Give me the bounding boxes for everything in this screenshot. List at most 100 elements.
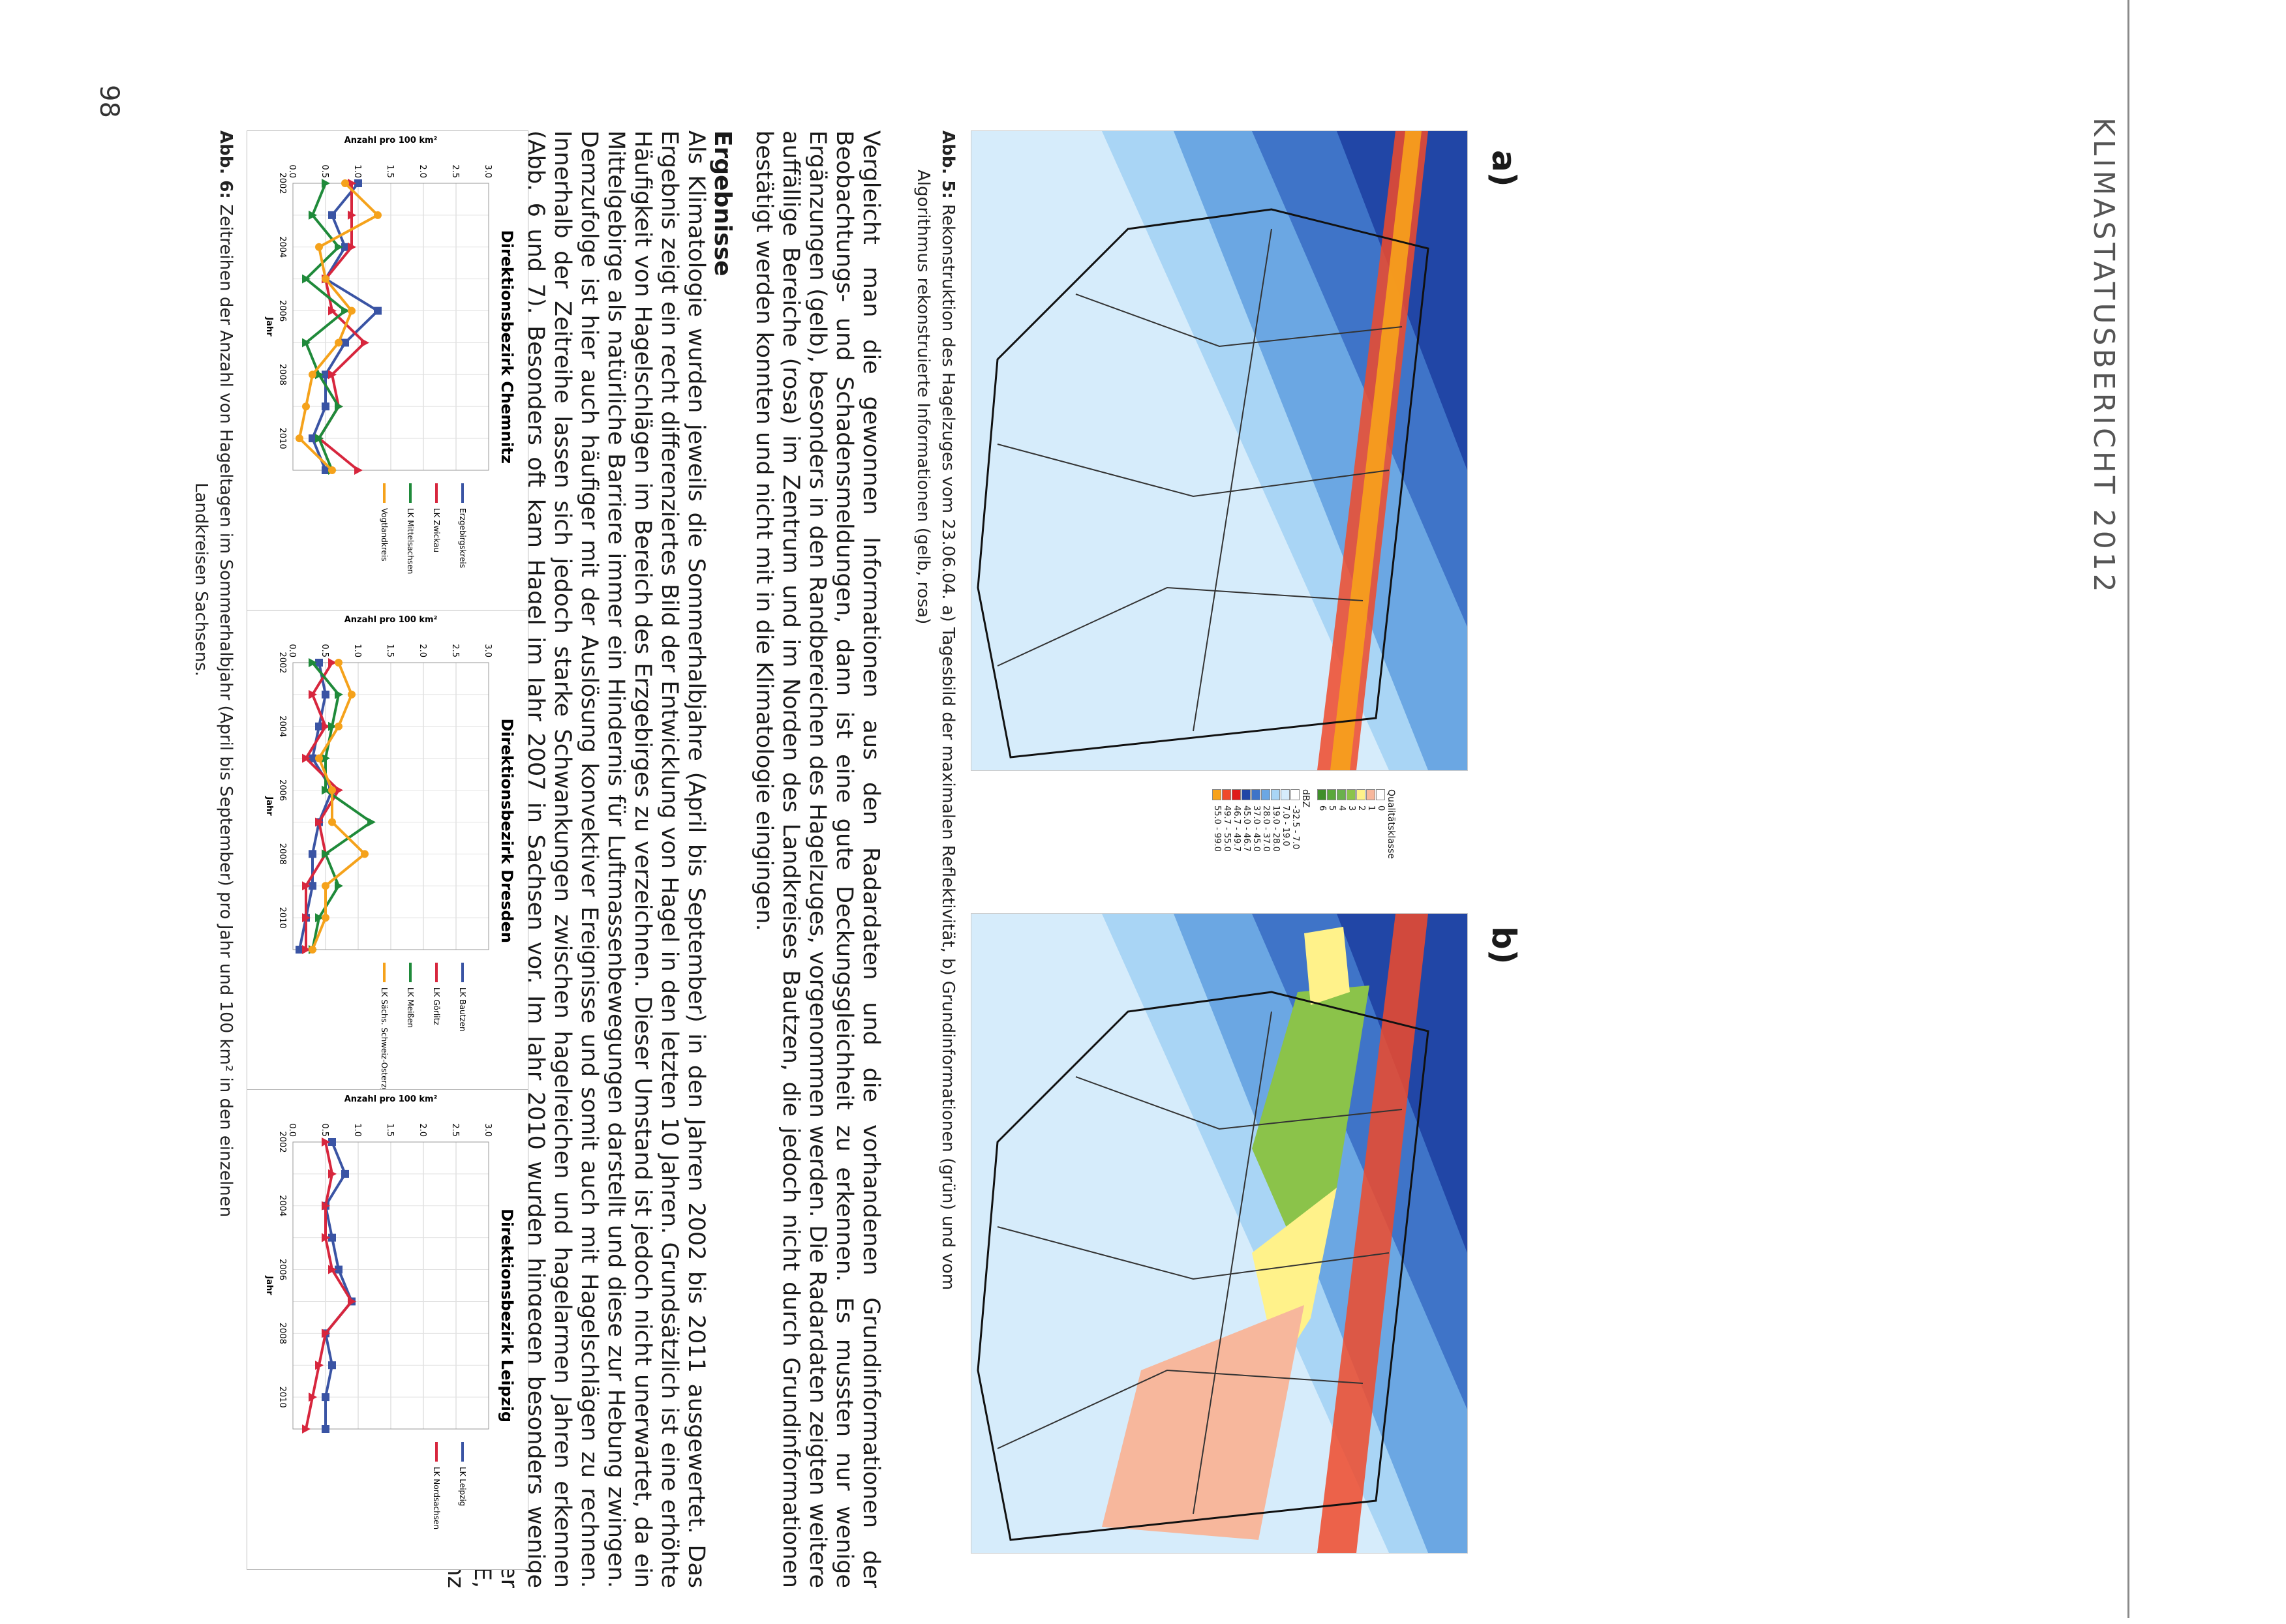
running-header: KLIMASTATUSBERICHT 2012 (2087, 117, 2120, 595)
chart-ytick-label: 1.5 (385, 644, 395, 657)
legend-dbz-swatch (1242, 789, 1251, 800)
chart-ytick-label: 0.0 (287, 644, 297, 657)
chart-point (361, 338, 369, 348)
chart-legend-label: LK Bautzen (458, 987, 467, 1032)
chart-ytick-label: 1.5 (385, 164, 395, 178)
legend-class-label: 4 (1337, 805, 1347, 811)
chart-point (328, 306, 337, 316)
legend-class-label: 1 (1366, 805, 1376, 811)
chart-point (309, 754, 316, 762)
chart-xtick-label: 2010 (277, 907, 287, 929)
chart-point (315, 243, 323, 251)
chart-xtick-label: 2008 (277, 364, 287, 385)
chart-point (322, 849, 330, 859)
chart-point (315, 913, 324, 923)
chart-point (309, 689, 317, 699)
chart-ytick-label: 2.0 (418, 164, 427, 178)
legend-class-title: Qualitätsklasse (1386, 789, 1396, 859)
chart-title: Direktionsbezirk Chemnitz (498, 230, 516, 464)
chart-point (309, 946, 316, 954)
legend-dbz-swatch (1212, 789, 1222, 800)
legend-class-label: 5 (1327, 805, 1337, 811)
legend-dbz-item: 7.0 - 19.0 (1281, 789, 1290, 900)
legend-class-swatch (1366, 789, 1376, 800)
chart-point (302, 338, 311, 348)
chart-ytick-label: 2.5 (450, 644, 460, 657)
legend-dbz-item: 45.0 - 46.7 (1242, 789, 1251, 900)
chart-xtick-label: 2004 (277, 1195, 287, 1216)
radar-map-b (971, 913, 1468, 1554)
chart-series-line (304, 661, 341, 950)
chart-legend-label: LK Zwickau (432, 508, 441, 552)
chart-point (296, 434, 303, 443)
legend-dbz-label: 7.0 - 19.0 (1281, 805, 1290, 847)
chart-point (322, 1425, 329, 1433)
legend-dbz-swatch (1222, 789, 1232, 800)
page-number: 98 (94, 85, 124, 118)
chart-xlabel: Jahr (264, 1275, 274, 1295)
chart-point (348, 1297, 356, 1306)
chart-ytick-label: 0.0 (287, 1123, 297, 1137)
chart-point (322, 785, 330, 795)
chart-xtick-label: 2002 (277, 1131, 287, 1152)
chart-point (335, 722, 343, 730)
chart-point (322, 370, 329, 379)
legend-dbz-swatch (1281, 789, 1290, 800)
chart-point (309, 1392, 317, 1402)
chart-point (309, 434, 316, 443)
legend-class-item: 2 (1356, 789, 1366, 900)
chart-point (322, 690, 329, 699)
chart-point (315, 817, 324, 827)
chart-series-line (311, 661, 374, 950)
chart-xtick-label: 2004 (277, 715, 287, 737)
chart-series-line (297, 182, 380, 472)
legend-dbz-label: 45.0 - 46.7 (1242, 805, 1251, 852)
chart-ylabel: Anzahl pro 100 km² (344, 136, 438, 145)
rotated-page-content: a) b) (26, 124, 1527, 1624)
chart-point (328, 211, 336, 219)
chart-point (341, 306, 350, 316)
chart-point (348, 179, 356, 188)
chart-ytick-label: 1.0 (352, 1123, 362, 1137)
chart-point (374, 211, 382, 219)
chart-ytick-label: 2.5 (450, 164, 460, 178)
chart-xtick-label: 2006 (277, 300, 287, 322)
chart-point (328, 658, 337, 667)
chart-point (335, 1265, 343, 1274)
legend-class-item: 6 (1317, 789, 1327, 900)
chart-plot-frame (292, 183, 489, 471)
legend-class-swatch (1376, 789, 1386, 800)
chart-leipzig: Direktionsbezirk Leipzig Anzahl pro 100 k… (247, 1089, 528, 1570)
legend-class-item: 3 (1347, 789, 1356, 900)
chart-xtick-label: 2010 (277, 428, 287, 449)
chart-legend-label: Vogtlandkreis (380, 508, 389, 561)
panel-label-a: a) (1485, 150, 1523, 187)
chart-point (302, 1424, 311, 1434)
chart-xlabel: Jahr (264, 796, 274, 816)
chart-legend-label: LK Nordsachsen (432, 1467, 441, 1529)
chart-point (302, 881, 311, 891)
legend-dbz-label: 49.7 - 55.0 (1222, 805, 1232, 852)
chart-xtick-label: 2006 (277, 779, 287, 801)
chart-point (348, 210, 356, 220)
chart-point (348, 307, 356, 315)
chart-ytick-label: 0.5 (320, 644, 329, 657)
radar-map-a-graphic (971, 131, 1467, 770)
chart-ytick-label: 1.0 (352, 644, 362, 657)
chart-point (296, 946, 303, 954)
figure6-caption-label: Abb. 6: (216, 130, 236, 199)
chart-point (348, 690, 356, 699)
chart-point (302, 913, 311, 923)
chart-legend-label: LK Meißen (406, 987, 415, 1028)
chart-ytick-label: 3.0 (483, 1123, 493, 1137)
chart-ytick-label: 0.5 (320, 1123, 329, 1137)
legend-class-swatch (1347, 789, 1356, 800)
legend-class-item: 0 (1376, 789, 1386, 900)
chart-ylabel: Anzahl pro 100 km² (344, 1094, 438, 1104)
legend-class-swatch (1337, 789, 1347, 800)
legend-dbz-item: 28.0 - 37.0 (1261, 789, 1271, 900)
chart-point (322, 275, 329, 283)
legend-dbz-label: 19.0 - 28.0 (1271, 805, 1281, 852)
chart-point (322, 1201, 330, 1210)
